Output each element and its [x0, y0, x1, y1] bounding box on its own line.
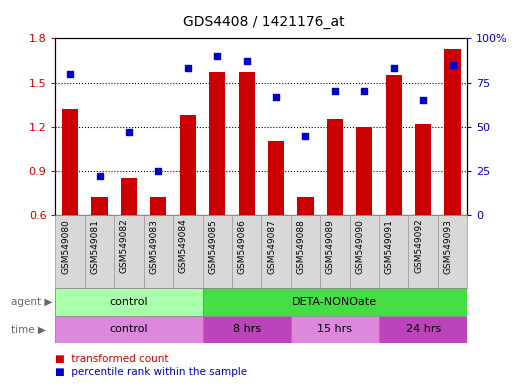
- Text: GSM549080: GSM549080: [61, 219, 70, 273]
- Bar: [203, 215, 232, 288]
- Point: [360, 88, 369, 94]
- Text: ■  percentile rank within the sample: ■ percentile rank within the sample: [55, 367, 248, 377]
- Bar: [438, 215, 467, 288]
- Bar: [268, 141, 284, 215]
- Bar: [55, 215, 85, 288]
- Bar: [150, 197, 166, 215]
- Bar: [379, 215, 409, 288]
- Point: [125, 129, 133, 135]
- Bar: [239, 72, 254, 215]
- Bar: [85, 215, 114, 288]
- Point: [419, 97, 427, 103]
- Text: 24 hrs: 24 hrs: [406, 324, 441, 334]
- Bar: [62, 109, 78, 215]
- Bar: [209, 72, 225, 215]
- Bar: [445, 49, 460, 215]
- Text: GSM549086: GSM549086: [238, 219, 247, 273]
- Point: [390, 65, 398, 71]
- Text: GSM549082: GSM549082: [120, 219, 129, 273]
- Text: control: control: [110, 324, 148, 334]
- Text: GSM549089: GSM549089: [326, 219, 335, 273]
- Text: GSM549083: GSM549083: [149, 219, 158, 273]
- Bar: [297, 197, 314, 215]
- Bar: [379, 316, 467, 343]
- Bar: [291, 316, 379, 343]
- Text: ■  transformed count: ■ transformed count: [55, 354, 169, 364]
- Bar: [291, 215, 320, 288]
- Bar: [327, 119, 343, 215]
- Point: [66, 71, 74, 77]
- Text: GSM549093: GSM549093: [444, 219, 452, 273]
- Bar: [180, 115, 196, 215]
- Text: agent ▶: agent ▶: [11, 297, 52, 307]
- Text: 15 hrs: 15 hrs: [317, 324, 352, 334]
- Bar: [203, 288, 467, 316]
- Bar: [385, 75, 402, 215]
- Point: [242, 58, 251, 65]
- Text: GDS4408 / 1421176_at: GDS4408 / 1421176_at: [183, 15, 345, 29]
- Text: GSM549087: GSM549087: [267, 219, 276, 273]
- Text: GSM549092: GSM549092: [414, 219, 423, 273]
- Bar: [320, 215, 350, 288]
- Bar: [55, 288, 203, 316]
- Point: [184, 65, 192, 71]
- Bar: [144, 215, 173, 288]
- Bar: [203, 316, 291, 343]
- Point: [154, 168, 163, 174]
- Bar: [121, 178, 137, 215]
- Text: GSM549090: GSM549090: [355, 219, 364, 273]
- Bar: [409, 215, 438, 288]
- Text: time ▶: time ▶: [11, 324, 45, 334]
- Text: GSM549084: GSM549084: [179, 219, 188, 273]
- Text: GSM549088: GSM549088: [297, 219, 306, 273]
- Bar: [232, 215, 261, 288]
- Point: [96, 173, 104, 179]
- Point: [213, 53, 221, 59]
- Bar: [356, 127, 372, 215]
- Point: [331, 88, 339, 94]
- Point: [301, 132, 310, 139]
- Text: control: control: [110, 297, 148, 307]
- Bar: [114, 215, 144, 288]
- Text: 8 hrs: 8 hrs: [233, 324, 261, 334]
- Point: [448, 62, 457, 68]
- Bar: [350, 215, 379, 288]
- Bar: [173, 215, 203, 288]
- Bar: [261, 215, 291, 288]
- Text: GSM549081: GSM549081: [91, 219, 100, 273]
- Bar: [415, 124, 431, 215]
- Text: GSM549091: GSM549091: [385, 219, 394, 273]
- Point: [272, 94, 280, 100]
- Text: DETA-NONOate: DETA-NONOate: [293, 297, 378, 307]
- Text: GSM549085: GSM549085: [208, 219, 217, 273]
- Bar: [91, 197, 108, 215]
- Bar: [55, 316, 203, 343]
